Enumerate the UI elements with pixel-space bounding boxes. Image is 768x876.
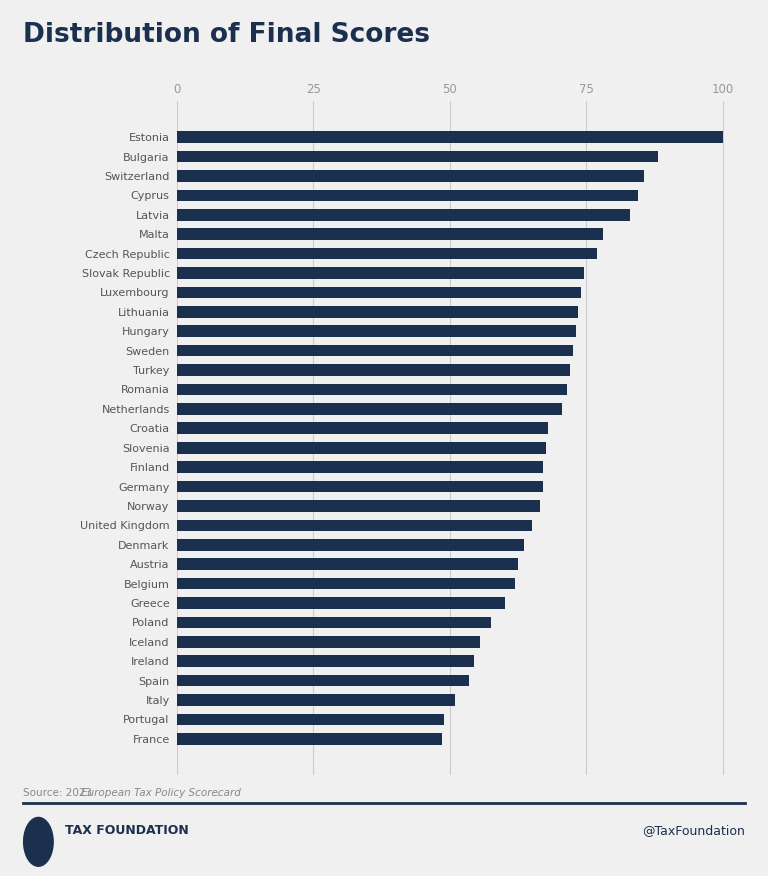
Bar	[177, 655, 475, 667]
Bar	[177, 306, 578, 318]
Bar	[177, 229, 603, 240]
Bar	[177, 209, 631, 221]
Bar	[177, 519, 531, 531]
Bar	[177, 384, 568, 395]
Bar	[177, 364, 570, 376]
Bar	[177, 636, 480, 647]
Bar	[177, 597, 505, 609]
Bar	[177, 189, 638, 201]
Bar	[177, 248, 598, 259]
Bar	[177, 714, 445, 725]
Text: .: .	[216, 788, 219, 798]
Bar	[177, 403, 562, 414]
Bar	[177, 326, 575, 337]
Polygon shape	[24, 817, 53, 866]
Bar	[177, 539, 524, 550]
Bar	[177, 675, 469, 687]
Bar	[177, 131, 723, 143]
Bar	[177, 151, 657, 162]
Text: TAX FOUNDATION: TAX FOUNDATION	[65, 824, 189, 837]
Bar	[177, 577, 515, 590]
Bar	[177, 462, 543, 473]
Bar	[177, 422, 548, 434]
Bar	[177, 442, 545, 454]
Bar	[177, 733, 442, 745]
Text: Distribution of Final Scores: Distribution of Final Scores	[23, 22, 430, 48]
Text: Source: 2023: Source: 2023	[23, 788, 95, 798]
Bar	[177, 481, 543, 492]
Bar	[177, 500, 540, 512]
Bar	[177, 617, 491, 628]
Text: European Tax Policy Scorecard: European Tax Policy Scorecard	[81, 788, 241, 798]
Text: @TaxFoundation: @TaxFoundation	[642, 824, 745, 837]
Bar	[177, 267, 584, 279]
Bar	[177, 558, 518, 570]
Bar	[177, 170, 644, 182]
Bar	[177, 286, 581, 299]
Bar	[177, 345, 573, 357]
Bar	[177, 694, 455, 706]
